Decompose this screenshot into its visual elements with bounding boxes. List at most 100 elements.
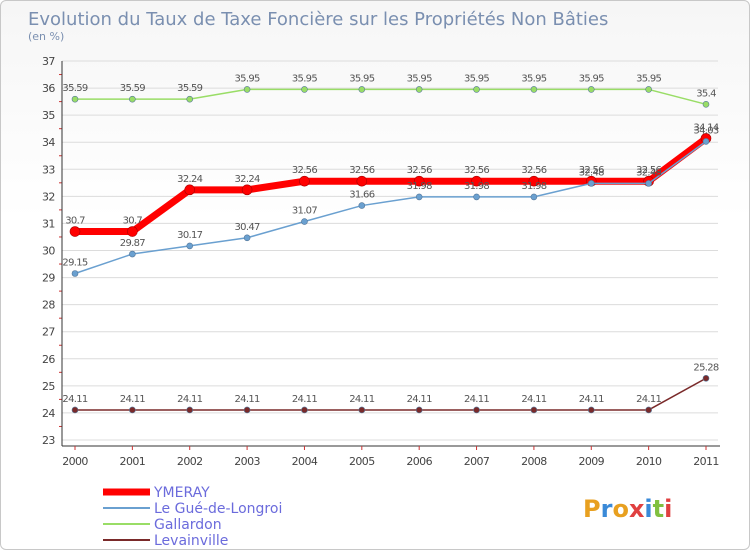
data-label-2-3: 35.95	[235, 73, 260, 84]
legend-label-0: YMERAY	[153, 485, 210, 501]
data-label-1-1: 29.87	[120, 238, 145, 249]
series-line-3	[74, 377, 707, 411]
data-point-2-11	[702, 101, 710, 108]
chart-subtitle: (en %)	[28, 30, 64, 43]
data-point-2-3	[243, 86, 251, 93]
data-label-2-7: 35.95	[464, 73, 489, 84]
data-point-1-10	[645, 180, 652, 187]
data-point-0-3	[241, 184, 253, 196]
data-point-2-0	[71, 95, 79, 103]
data-point-3-9	[587, 406, 595, 414]
x-tick-label-2003: 2003	[234, 455, 260, 468]
data-label-3-4: 24.11	[292, 394, 317, 405]
data-label-3-5: 24.11	[349, 394, 374, 405]
data-label-2-1: 35.59	[120, 83, 145, 94]
data-point-2-4	[301, 86, 308, 93]
x-tick-label-2005: 2005	[349, 455, 375, 468]
data-label-3-6: 24.11	[407, 394, 432, 405]
data-label-2-10: 35.95	[636, 73, 661, 84]
data-point-3-2	[186, 406, 194, 414]
data-label-3-8: 24.11	[521, 394, 546, 405]
data-label-0-9: 32.56	[579, 165, 604, 176]
y-tick-label-33: 33	[42, 163, 55, 176]
data-label-1-7: 31.98	[464, 181, 489, 192]
data-label-0-2: 32.24	[177, 174, 202, 185]
data-point-0-7	[471, 175, 482, 187]
data-point-3-3	[243, 406, 251, 414]
x-tick-label-2002: 2002	[177, 455, 203, 468]
data-point-1-7	[473, 193, 480, 201]
data-point-0-1	[127, 226, 138, 237]
data-label-3-9: 24.11	[579, 394, 604, 405]
data-point-2-5	[358, 86, 366, 93]
x-tick-label-2001: 2001	[120, 455, 146, 468]
data-point-2-2	[186, 95, 194, 103]
data-label-1-2: 30.17	[177, 230, 202, 241]
data-point-1-2	[186, 242, 194, 250]
data-point-0-2	[184, 184, 196, 196]
data-label-3-7: 24.11	[464, 394, 489, 405]
data-point-3-5	[358, 406, 366, 414]
data-point-3-10	[645, 406, 652, 414]
data-point-1-4	[301, 218, 308, 225]
data-label-2-2: 35.59	[177, 83, 202, 94]
y-tick-label-32: 32	[42, 190, 55, 203]
logo-letter: x	[629, 495, 645, 523]
x-tick-label-2008: 2008	[521, 455, 547, 468]
data-label-0-7: 32.56	[464, 165, 489, 176]
data-label-1-4: 31.07	[292, 206, 317, 217]
data-point-3-11	[702, 374, 710, 382]
data-point-1-0	[71, 270, 79, 277]
x-tick-label-2011: 2011	[693, 455, 719, 468]
data-label-3-2: 24.11	[177, 394, 202, 405]
data-label-2-9: 35.95	[579, 73, 604, 84]
y-tick-label-28: 28	[42, 299, 55, 312]
data-label-3-1: 24.11	[120, 394, 145, 405]
series-line-0	[71, 134, 710, 236]
data-point-1-3	[243, 234, 251, 242]
data-label-1-9: 32.48	[579, 167, 604, 178]
data-point-2-7	[473, 86, 480, 93]
y-tick-label-35: 35	[42, 109, 55, 122]
data-label-2-4: 35.95	[292, 73, 317, 84]
data-point-1-5	[358, 202, 366, 209]
data-label-0-5: 32.56	[349, 165, 374, 176]
series-line-2	[74, 88, 707, 106]
data-point-2-8	[530, 86, 538, 93]
data-label-0-6: 32.56	[407, 165, 432, 176]
data-point-3-6	[415, 406, 423, 414]
data-label-0-8: 32.56	[521, 165, 546, 176]
y-tick-label-37: 37	[42, 55, 55, 68]
data-point-2-1	[129, 95, 136, 103]
logo-letter: P	[583, 495, 601, 523]
data-label-2-5: 35.95	[349, 73, 374, 84]
legend-label-2: Gallardon	[154, 517, 222, 533]
x-tick-label-2000: 2000	[62, 455, 88, 468]
y-tick-label-27: 27	[42, 326, 55, 339]
data-point-0-0	[69, 226, 81, 237]
data-label-1-6: 31.98	[407, 181, 432, 192]
data-label-0-4: 32.56	[292, 165, 317, 176]
logo-letter: o	[612, 495, 629, 523]
x-tick-label-2006: 2006	[406, 455, 432, 468]
y-tick-label-23: 23	[42, 434, 55, 447]
data-point-1-1	[129, 250, 136, 258]
x-tick-label-2004: 2004	[292, 455, 318, 468]
data-label-1-5: 31.66	[349, 190, 374, 201]
data-label-0-10: 32.56	[636, 165, 661, 176]
data-point-0-4	[299, 175, 310, 187]
data-point-0-6	[413, 175, 425, 187]
series-line-1	[74, 140, 707, 275]
logo-letter: r	[601, 495, 613, 523]
logo-letter: i	[644, 495, 652, 523]
data-label-3-0: 24.11	[62, 394, 87, 405]
data-label-1-0: 29.15	[62, 258, 87, 269]
x-tick-label-2009: 2009	[578, 455, 604, 468]
data-point-2-10	[645, 86, 652, 93]
y-tick-label-26: 26	[42, 353, 55, 366]
data-point-0-5	[356, 175, 368, 187]
data-point-3-7	[473, 406, 480, 414]
